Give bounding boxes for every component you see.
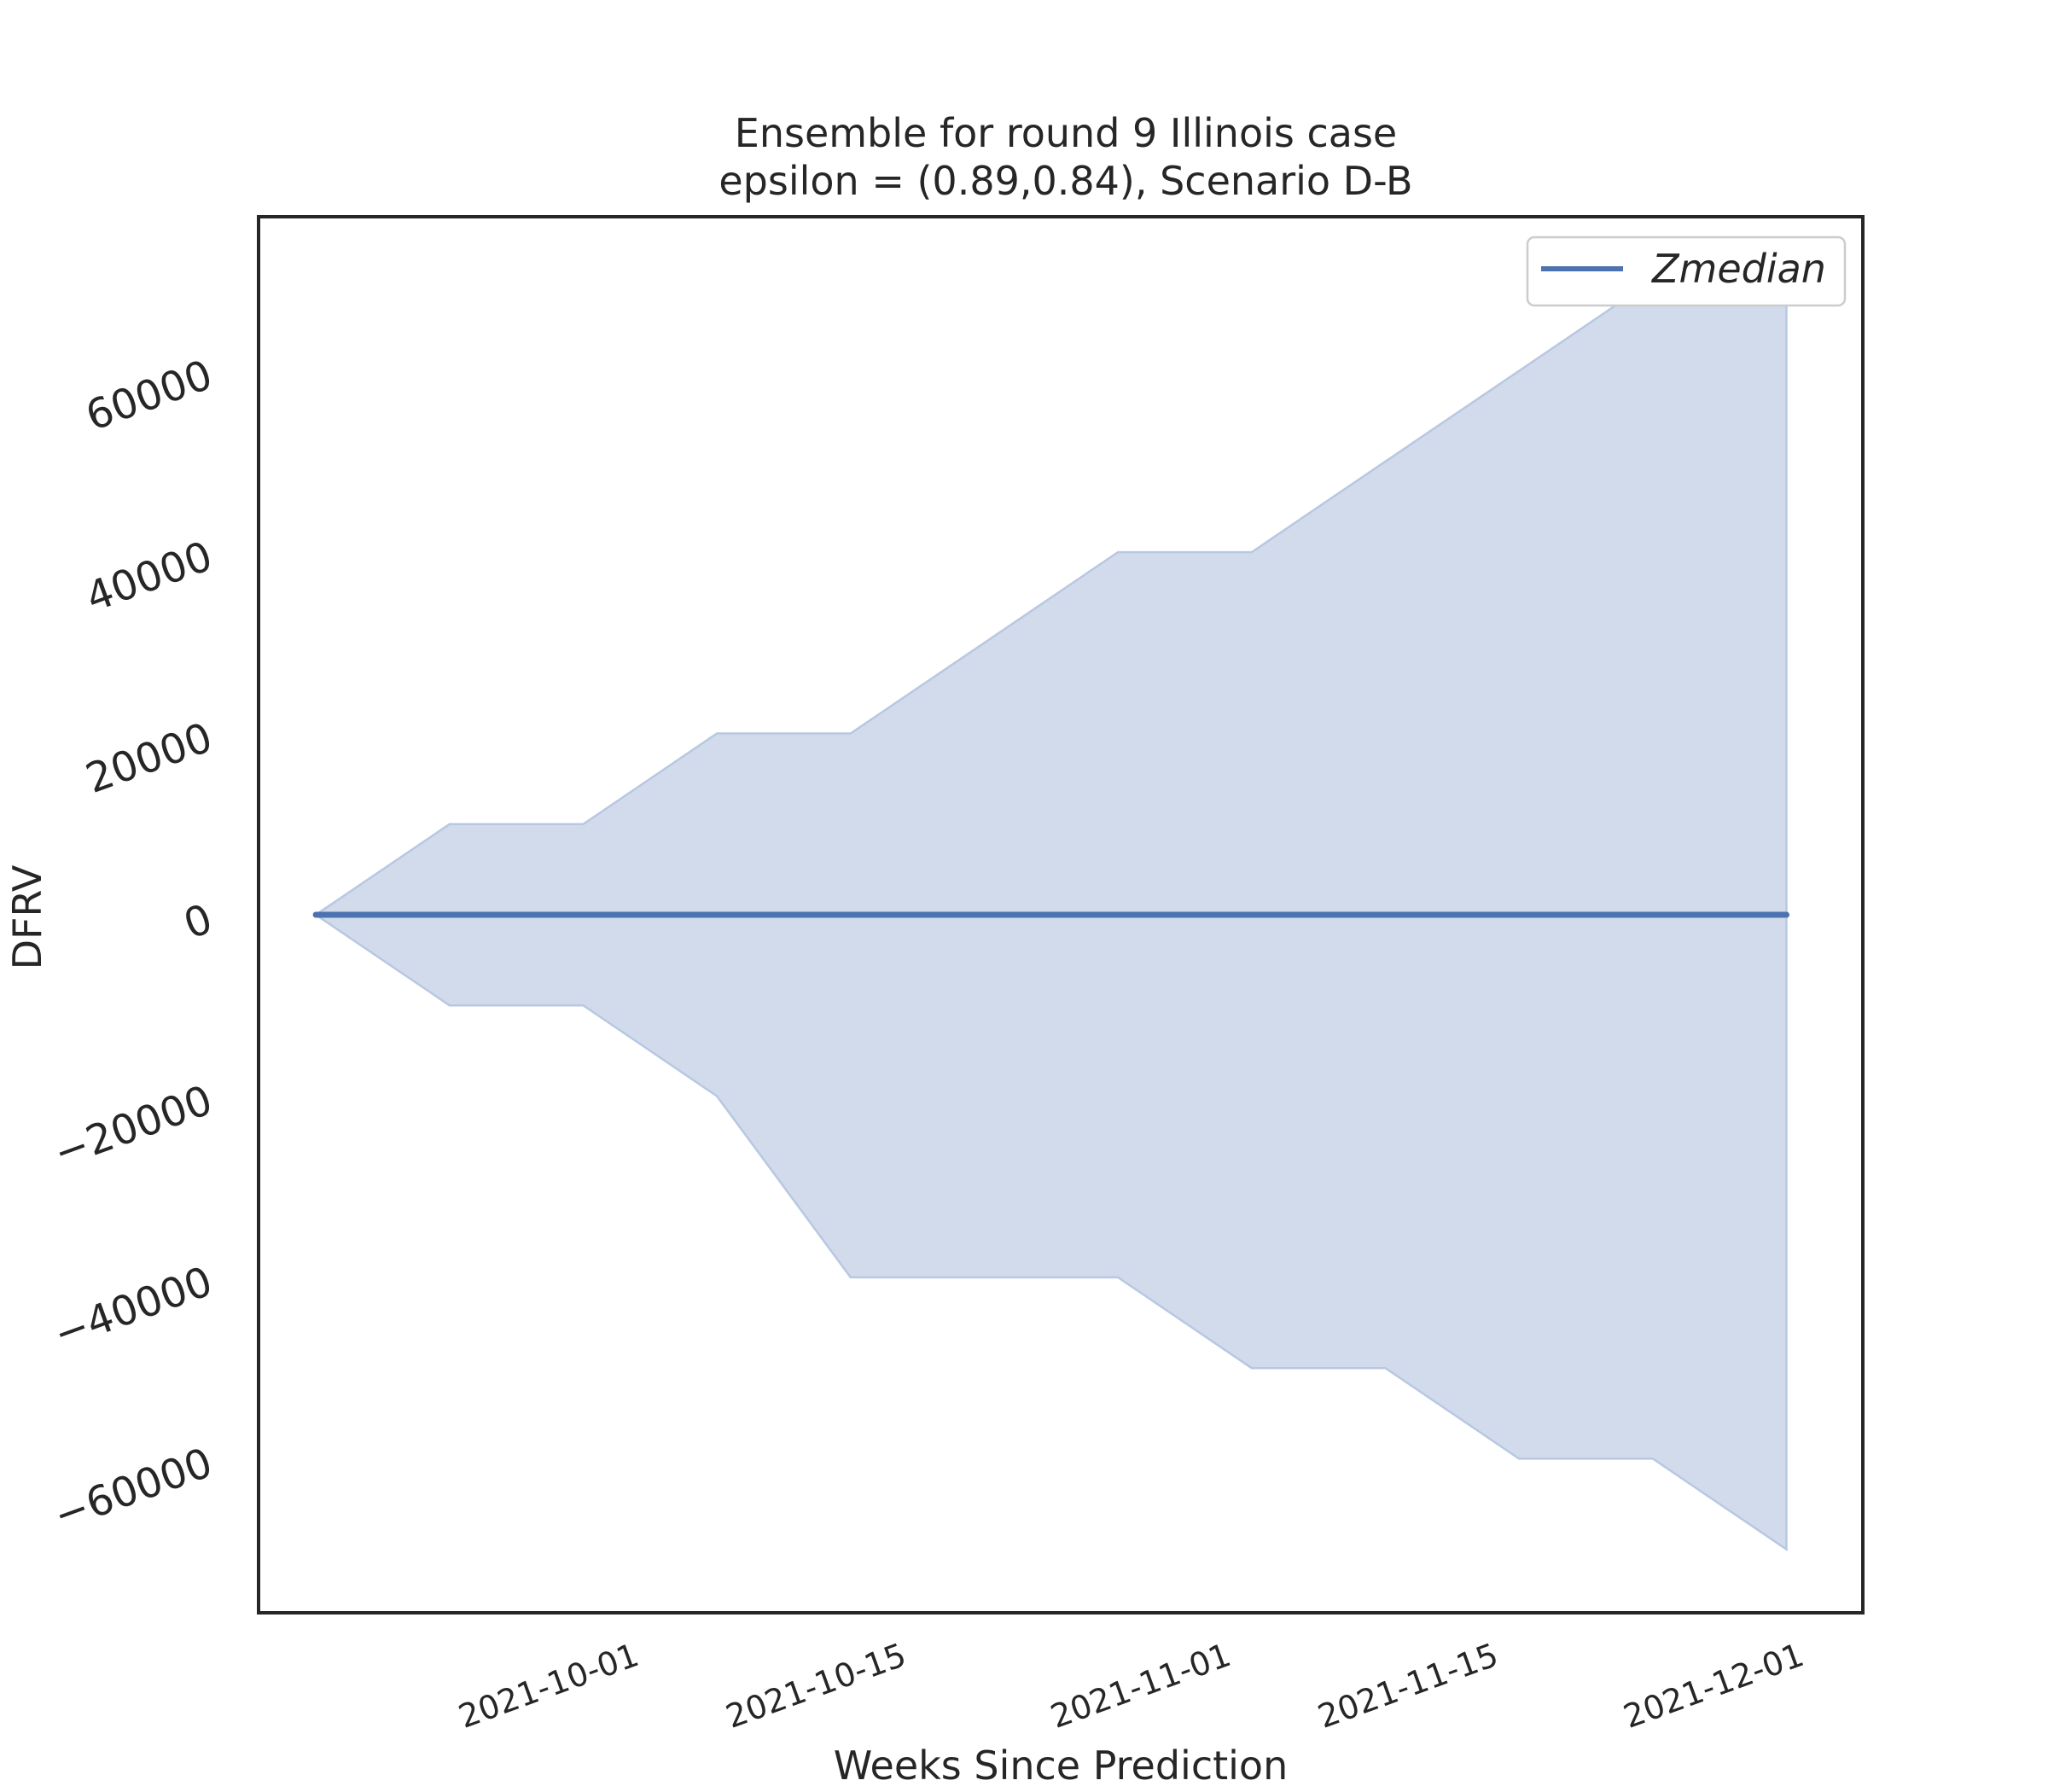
legend-box bbox=[1526, 236, 1847, 307]
x-tick-label: 2021-11-15 bbox=[1313, 1636, 1504, 1736]
y-tick-label: −20000 bbox=[48, 1076, 218, 1178]
y-tick-label: 20000 bbox=[79, 713, 218, 803]
y-tick-labels: −60000 −40000 −20000 0 20000 40000 60000 bbox=[48, 351, 218, 1539]
y-tick-label: −40000 bbox=[48, 1258, 218, 1359]
x-tick-labels: 2021-10-01 2021-10-15 2021-11-01 2021-11-15… bbox=[454, 1636, 1809, 1736]
legend-entry-zmedian: Zmedian bbox=[1650, 246, 1826, 292]
x-tick-label: 2021-12-01 bbox=[1619, 1636, 1809, 1736]
x-tick-label: 2021-11-01 bbox=[1045, 1636, 1236, 1736]
y-tick-label: −60000 bbox=[48, 1439, 218, 1540]
y-tick-label: 40000 bbox=[79, 532, 218, 622]
chart-title-line-1: Ensemble for round 9 Illinois case bbox=[735, 110, 1397, 156]
axes-frame bbox=[257, 215, 1865, 1615]
x-tick-label: 2021-10-01 bbox=[454, 1636, 644, 1736]
y-axis-label: DFRV bbox=[4, 864, 50, 969]
plot-area bbox=[312, 279, 1789, 1551]
y-tick-label: 60000 bbox=[79, 351, 218, 440]
legend: Zmedian bbox=[1526, 236, 1847, 307]
y-tick-label: 0 bbox=[177, 895, 218, 949]
chart-title-line-2: epsilon = (0.89,0.84), Scenario D-B bbox=[719, 158, 1412, 204]
x-axis-label: Weeks Since Prediction bbox=[834, 1743, 1288, 1789]
x-tick-label: 2021-10-15 bbox=[721, 1636, 911, 1736]
